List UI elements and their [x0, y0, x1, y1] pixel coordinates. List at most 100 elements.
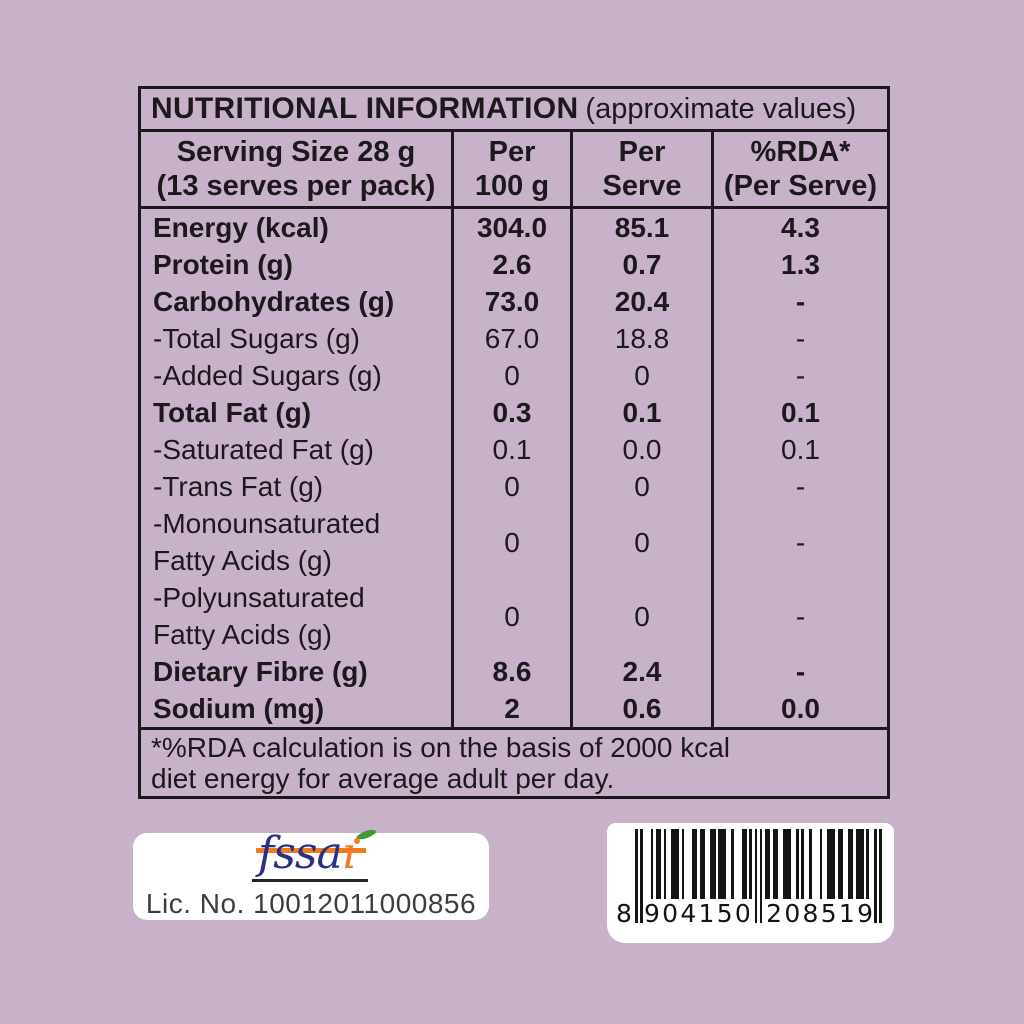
barcode-bar [861, 829, 864, 899]
table-row: -Total Sugars (g) 67.0 18.8- [141, 320, 887, 357]
row-per-serve: 0.1 [570, 394, 711, 431]
row-per-100g: 8.6 [451, 653, 570, 690]
fssai-logo: fssaı [250, 825, 377, 885]
barcode-bar [767, 829, 771, 899]
barcode-digit-left: 8 [616, 899, 632, 928]
row-per-serve: 0.0 [570, 431, 711, 468]
table-row: Dietary Fibre (g) 8.6 2.4- [141, 653, 887, 690]
fssai-badge: fssaı Lic. No. 10012011000856 [133, 825, 489, 920]
rda-footnote: *%RDA calculation is on the basis of 200… [141, 727, 887, 796]
barcode-bar [749, 829, 752, 899]
row-per-100g: 0 [451, 357, 570, 394]
column-header-3: %RDA* (Per Serve) [711, 132, 887, 206]
fssai-wordmark: fssaı [258, 828, 356, 879]
barcode-bar [658, 829, 661, 899]
barcode-bar [850, 829, 854, 899]
barcode-bar [640, 829, 643, 923]
table-row: -Added Sugars (g) 0 0- [141, 357, 887, 394]
row-label: Carbohydrates (g) [153, 286, 395, 317]
row-per-serve: 0 [570, 468, 711, 505]
barcode-bar [772, 829, 776, 899]
row-label: -Polyunsaturated Fatty Acids (g) [153, 582, 365, 650]
row-rda: 0.1 [711, 431, 887, 468]
fssai-underline [252, 879, 368, 882]
row-label: -Monounsaturated Fatty Acids (g) [153, 508, 381, 576]
row-per-100g: 304.0 [451, 209, 570, 246]
barcode-bar [702, 829, 706, 899]
barcode-bar [713, 829, 716, 899]
row-per-serve: 2.4 [570, 653, 711, 690]
barcode-bar [788, 829, 791, 899]
row-per-100g: 2 [451, 690, 570, 727]
table-row: -Polyunsaturated Fatty Acids (g) 0 0- [141, 579, 887, 653]
row-per-serve: 0 [570, 505, 711, 579]
nutrition-table: NUTRITIONAL INFORMATION (approximate val… [138, 86, 890, 799]
row-rda: - [711, 468, 887, 505]
row-rda: - [711, 579, 887, 653]
row-label: Protein (g) [153, 249, 293, 280]
row-label: Total Fat (g) [153, 397, 312, 428]
row-per-100g: 73.0 [451, 283, 570, 320]
row-rda: 0.0 [711, 690, 887, 727]
barcode-bar [635, 829, 638, 923]
column-header-1: Per 100 g [451, 132, 570, 206]
row-rda: - [711, 505, 887, 579]
row-per-100g: 0.1 [451, 431, 570, 468]
barcode-bar [801, 829, 804, 899]
row-rda: - [711, 653, 887, 690]
barcode-bar [775, 829, 778, 899]
barcode-bar [718, 829, 721, 899]
table-row: Energy (kcal) 304.0 85.1 4.3 [141, 209, 887, 246]
barcode-bar [837, 829, 841, 899]
table-row: -Trans Fat (g) 0 0- [141, 468, 887, 505]
column-header-0: Serving Size 28 g (13 serves per pack) [156, 136, 436, 202]
barcode-bar [710, 829, 713, 899]
barcode-bar [676, 829, 680, 899]
row-rda: 0.1 [711, 394, 887, 431]
table-row: -Monounsaturated Fatty Acids (g) 0 0- [141, 505, 887, 579]
barcode-bar [731, 829, 734, 899]
row-per-serve: 0 [570, 579, 711, 653]
barcode-bar [754, 829, 758, 923]
barcode-bar [759, 829, 763, 923]
barcode-bar [866, 829, 869, 899]
row-rda: - [711, 320, 887, 357]
barcode-bar [674, 829, 677, 899]
barcode-bar [700, 829, 703, 899]
barcode-bar [830, 829, 833, 899]
fssai-bar [256, 848, 366, 853]
barcode-bar [783, 829, 786, 899]
barcode-bar [720, 829, 724, 899]
row-label: -Trans Fat (g) [153, 471, 324, 502]
barcode-bar [741, 829, 745, 899]
barcode-bar [692, 829, 695, 899]
row-per-serve: 0.7 [570, 246, 711, 283]
row-label: -Total Sugars (g) [153, 323, 360, 354]
barcode-bar [681, 829, 685, 899]
table-row: Protein (g) 2.6 0.7 1.3 [141, 246, 887, 283]
barcode-bar [655, 829, 659, 899]
row-per-100g: 2.6 [451, 246, 570, 283]
barcode-bar [819, 829, 823, 899]
table-row: Carbohydrates (g) 73.0 20.4- [141, 283, 887, 320]
table-title-note: (approximate values) [585, 92, 857, 125]
row-label: Dietary Fibre (g) [153, 656, 368, 687]
fssai-berry [354, 838, 360, 844]
barcode-bar [879, 829, 882, 923]
row-rda: - [711, 357, 887, 394]
table-body: Energy (kcal) 304.0 85.1 4.3 Protein (g) 2.6 0… [141, 209, 887, 727]
barcode-bar [827, 829, 830, 899]
row-per-serve: 18.8 [570, 320, 711, 357]
row-label: -Added Sugars (g) [153, 360, 382, 391]
row-label: -Saturated Fat (g) [153, 434, 374, 465]
barcode-bar [723, 829, 726, 899]
barcode-bar [765, 829, 768, 899]
barcode-bar [796, 829, 799, 899]
table-title-main: NUTRITIONAL INFORMATION [151, 92, 579, 125]
row-rda: 4.3 [711, 209, 887, 246]
barcode-bar [650, 829, 654, 899]
barcode-bar [744, 829, 747, 899]
barcode-bar [663, 829, 667, 899]
table-header-row: Serving Size 28 g (13 serves per pack) Pe… [141, 132, 887, 209]
